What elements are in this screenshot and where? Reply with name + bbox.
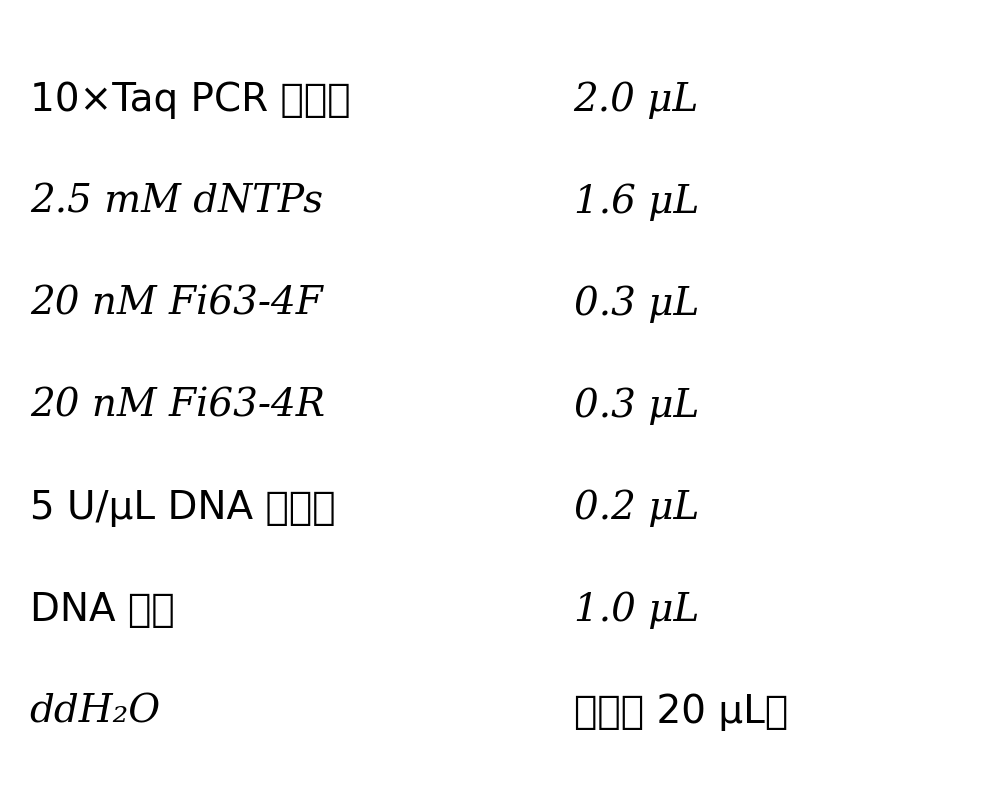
Text: 20 nM Fi63-4R: 20 nM Fi63-4R (30, 387, 324, 424)
Text: 2.5 mM dNTPs: 2.5 mM dNTPs (30, 183, 322, 220)
Text: 1.6 μL: 1.6 μL (574, 182, 699, 221)
Text: 0.3 μL: 0.3 μL (574, 285, 699, 322)
Text: DNA 模板: DNA 模板 (30, 590, 174, 629)
Text: 5 U/μL DNA 聚合酶: 5 U/μL DNA 聚合酶 (30, 488, 335, 526)
Text: ddH₂O: ddH₂O (30, 693, 161, 730)
Text: 20 nM Fi63-4F: 20 nM Fi63-4F (30, 285, 322, 322)
Text: 补足至 20 μL。: 补足至 20 μL。 (574, 693, 788, 731)
Text: 0.2 μL: 0.2 μL (574, 489, 699, 526)
Text: 0.3 μL: 0.3 μL (574, 387, 699, 424)
Text: 1.0 μL: 1.0 μL (574, 590, 699, 629)
Text: 2.0 μL: 2.0 μL (574, 81, 699, 118)
Text: 10×Taq PCR 缓冲液: 10×Taq PCR 缓冲液 (30, 80, 350, 118)
